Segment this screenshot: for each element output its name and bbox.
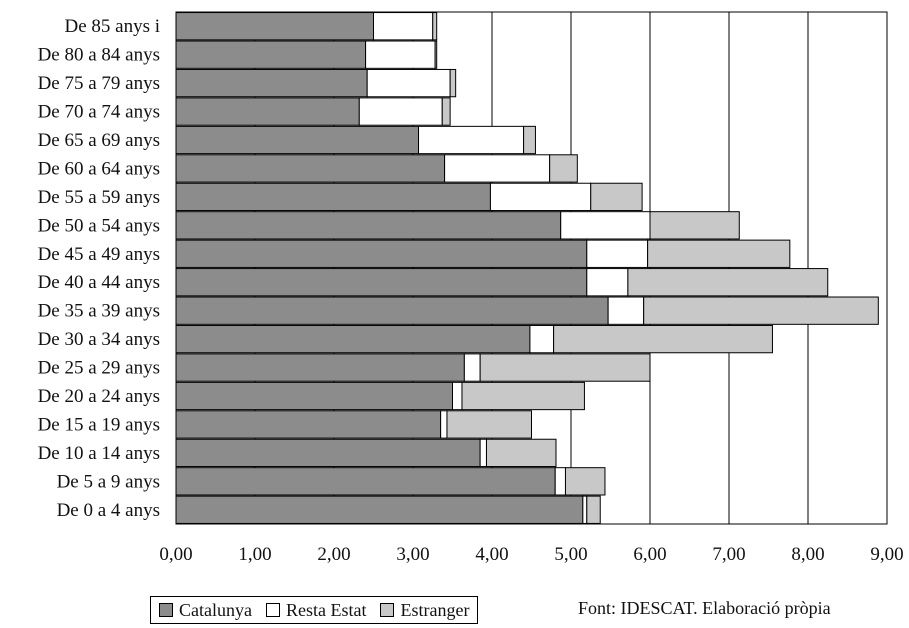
category-label: De 45 a 49 anys <box>38 244 160 265</box>
bar-estranger <box>586 495 601 524</box>
bar-catalunya <box>175 40 367 69</box>
bar-estranger <box>590 182 643 212</box>
x-tick-label: 1,00 <box>238 544 271 565</box>
bars <box>175 12 879 524</box>
category-label: De 65 a 69 anys <box>38 130 160 151</box>
bar-estranger <box>643 296 879 325</box>
bar-estranger <box>479 353 651 382</box>
x-tick-label: 9,00 <box>870 544 903 565</box>
legend-label-resta-estat: Resta Estat <box>285 599 367 620</box>
bar-resta-estat <box>463 353 481 382</box>
bar-catalunya <box>175 182 491 212</box>
plot-frame <box>175 11 888 525</box>
bar-estranger <box>549 154 578 183</box>
bar-catalunya <box>175 211 562 240</box>
bar-catalunya <box>175 296 609 325</box>
bar-resta-estat <box>358 97 443 126</box>
bar-catalunya <box>175 438 481 468</box>
category-label: De 20 a 24 anys <box>38 386 160 407</box>
x-tick-label: 6,00 <box>633 544 666 565</box>
bar-catalunya <box>175 495 584 524</box>
x-tick-label: 2,00 <box>317 544 350 565</box>
legend-swatch-estranger <box>380 603 395 617</box>
category-label: De 0 a 4 anys <box>57 500 160 521</box>
source-note: Font: IDESCAT. Elaboració pròpia <box>578 598 831 618</box>
bar-estranger <box>523 125 536 155</box>
bar-resta-estat <box>560 211 651 240</box>
x-tick-label: 4,00 <box>475 544 508 565</box>
category-label: De 40 a 44 anys <box>38 272 160 293</box>
bar-catalunya <box>175 97 360 126</box>
bar-catalunya <box>175 410 442 439</box>
bar-catalunya <box>175 324 531 354</box>
x-tick-label: 3,00 <box>396 544 429 565</box>
bar-resta-estat <box>444 154 551 183</box>
category-label: De 70 a 74 anys <box>38 102 160 123</box>
bar-estranger <box>449 68 457 98</box>
bar-estranger <box>485 438 557 468</box>
bar-resta-estat <box>366 68 451 98</box>
x-tick-label: 7,00 <box>712 544 745 565</box>
bar-resta-estat <box>373 12 434 41</box>
bar-catalunya <box>175 268 588 297</box>
category-label: De 10 a 14 anys <box>38 443 160 464</box>
category-label: De 5 a 9 anys <box>57 471 160 492</box>
gridlines <box>254 12 809 524</box>
x-tick-labels: 0,00 1,00 2,00 3,00 4,00 5,00 6,00 7,00 8,00 9,00 <box>159 544 903 565</box>
category-label: De 55 a 59 anys <box>38 187 160 208</box>
bar-resta-estat <box>607 296 645 325</box>
bar-catalunya <box>175 125 420 155</box>
category-label: De 15 a 19 anys <box>38 414 160 435</box>
bar-catalunya <box>175 353 465 382</box>
bar-estranger <box>461 381 585 411</box>
bar-catalunya <box>175 154 446 183</box>
category-label: De 80 a 84 anys <box>38 45 160 66</box>
bar-estranger <box>649 211 740 240</box>
bar-resta-estat <box>479 438 487 468</box>
legend-swatch-resta-estat <box>265 603 280 617</box>
bar-resta-estat <box>582 495 588 524</box>
bar-resta-estat <box>452 381 463 411</box>
bar-estranger <box>553 324 773 354</box>
bar-resta-estat <box>365 40 436 69</box>
category-label: De 50 a 54 anys <box>38 215 160 236</box>
bar-resta-estat <box>586 268 629 297</box>
x-tick-label: 0,00 <box>159 544 192 565</box>
legend-item-resta-estat: Resta Estat <box>265 599 367 621</box>
bar-catalunya <box>175 239 588 268</box>
category-labels: De 85 anys i De 80 a 84 anys De 75 a 79 an… <box>38 16 160 521</box>
bar-estranger <box>432 12 438 41</box>
category-label: De 30 a 34 anys <box>38 329 160 350</box>
legend-item-catalunya: Catalunya <box>159 600 252 621</box>
bar-resta-estat <box>418 125 525 155</box>
legend-swatch-catalunya <box>159 603 173 617</box>
category-label: De 75 a 79 anys <box>38 73 160 94</box>
legend-label-estranger: Estranger <box>400 599 470 620</box>
bar-catalunya <box>175 381 453 411</box>
category-label: De 35 a 39 anys <box>38 301 160 322</box>
bar-estranger <box>446 410 532 439</box>
bar-resta-estat <box>554 467 566 496</box>
bar-resta-estat <box>489 182 592 212</box>
bar-resta-estat <box>586 239 649 268</box>
bar-catalunya <box>175 12 374 41</box>
bar-estranger <box>441 97 451 126</box>
bar-estranger <box>647 239 791 268</box>
bar-catalunya <box>175 467 556 496</box>
bar-estranger <box>434 40 438 69</box>
x-tick-label: 5,00 <box>554 544 587 565</box>
x-tick-label: 8,00 <box>791 544 824 565</box>
bar-resta-estat <box>529 324 555 354</box>
category-label: De 85 anys i <box>64 16 160 37</box>
bar-estranger <box>564 467 606 496</box>
bar-estranger <box>627 268 829 297</box>
legend-label-catalunya: Catalunya <box>179 599 252 620</box>
bar-catalunya <box>175 68 368 98</box>
category-label: De 60 a 64 anys <box>38 158 160 179</box>
category-label: De 25 a 29 anys <box>38 358 160 379</box>
legend: Catalunya Resta Estat Estranger <box>150 596 479 624</box>
legend-item-estranger: Estranger <box>380 600 469 621</box>
bar-resta-estat <box>440 410 448 439</box>
